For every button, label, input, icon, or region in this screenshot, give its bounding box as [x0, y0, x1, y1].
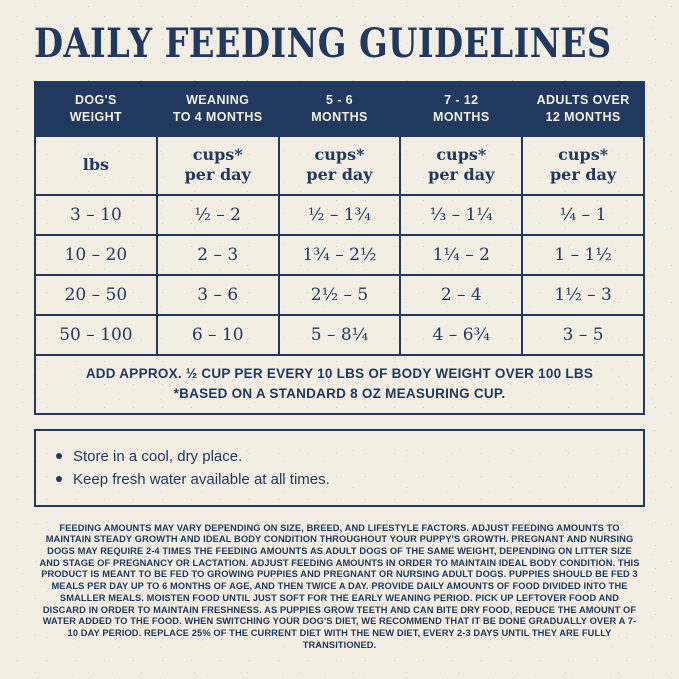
table-cell-cups: ½ – 2 [155, 194, 280, 237]
list-item: Store in a cool, dry place. [56, 448, 623, 465]
tip-text: Keep fresh water available at all times. [73, 470, 330, 488]
tip-text: Store in a cool, dry place. [73, 447, 243, 465]
table-note: ADD APPROX. ½ CUP PER EVERY 10 LBS OF BO… [34, 354, 645, 415]
table-cell-cups: 3 – 6 [155, 274, 280, 317]
table-cell-weight-range: 10 – 20 [34, 234, 158, 277]
table-cell-cups: 2 – 4 [399, 274, 524, 317]
table-units-row: lbs cups* per day cups* per day cups* pe… [34, 134, 645, 197]
unit-cell-cups-per-day: cups* per day [399, 134, 524, 197]
unit-cell-cups-per-day: cups* per day [155, 134, 280, 197]
table-cell-cups: 1 – 1½ [521, 234, 645, 277]
table-note-row: ADD APPROX. ½ CUP PER EVERY 10 LBS OF BO… [34, 354, 645, 415]
header-cell-5-6-months: 5 - 6 MONTHS [277, 80, 402, 137]
table-cell-cups: 1¾ – 2½ [277, 234, 402, 277]
unit-cell-lbs: lbs [34, 134, 158, 197]
table-cell-cups: 6 – 10 [155, 314, 280, 357]
table-cell-cups: ⅓ – 1¼ [399, 194, 524, 237]
table-cell-cups: 3 – 5 [521, 314, 645, 357]
feeding-table: DOG'S WEIGHT WEANING TO 4 MONTHS 5 - 6 M… [34, 80, 645, 415]
table-header-row: DOG'S WEIGHT WEANING TO 4 MONTHS 5 - 6 M… [34, 80, 645, 137]
list-item: Keep fresh water available at all times. [56, 471, 623, 488]
table-cell-cups: 1½ – 3 [521, 274, 645, 317]
unit-cell-cups-per-day: cups* per day [277, 134, 402, 197]
table-cell-weight-range: 50 – 100 [34, 314, 158, 357]
table-cell-cups: ½ – 1¾ [277, 194, 402, 237]
unit-cell-cups-per-day: cups* per day [521, 134, 645, 197]
table-cell-cups: 4 – 6¾ [399, 314, 524, 357]
table-row: 10 – 20 2 – 3 1¾ – 2½ 1¼ – 2 1 – 1½ [34, 234, 645, 277]
table-cell-cups: 2½ – 5 [277, 274, 402, 317]
table-cell-cups: ¼ – 1 [521, 194, 645, 237]
table-cell-weight-range: 20 – 50 [34, 274, 158, 317]
table-cell-cups: 2 – 3 [155, 234, 280, 277]
table-row: 50 – 100 6 – 10 5 – 8¼ 4 – 6¾ 3 – 5 [34, 314, 645, 357]
page-title: DAILY FEEDING GUIDELINES [34, 20, 612, 67]
table-row: 20 – 50 3 – 6 2½ – 5 2 – 4 1½ – 3 [34, 274, 645, 317]
bullet-dot-icon [56, 476, 62, 483]
header-cell-7-12-months: 7 - 12 MONTHS [399, 80, 524, 137]
fine-print-paragraph: FEEDING AMOUNTS MAY VARY DEPENDING ON SI… [39, 522, 640, 650]
table-cell-weight-range: 3 – 10 [34, 194, 158, 237]
table-row: 3 – 10 ½ – 2 ½ – 1¾ ⅓ – 1¼ ¼ – 1 [34, 194, 645, 237]
header-cell-dogs-weight: DOG'S WEIGHT [34, 80, 158, 137]
bullet-dot-icon [56, 453, 62, 460]
storage-tips-box: Store in a cool, dry place. Keep fresh w… [34, 428, 645, 507]
table-cell-cups: 1¼ – 2 [399, 234, 524, 277]
table-cell-cups: 5 – 8¼ [277, 314, 402, 357]
header-cell-adults-over-12-months: ADULTS OVER 12 MONTHS [521, 80, 645, 137]
header-cell-weaning-4-months: WEANING TO 4 MONTHS [155, 80, 280, 137]
